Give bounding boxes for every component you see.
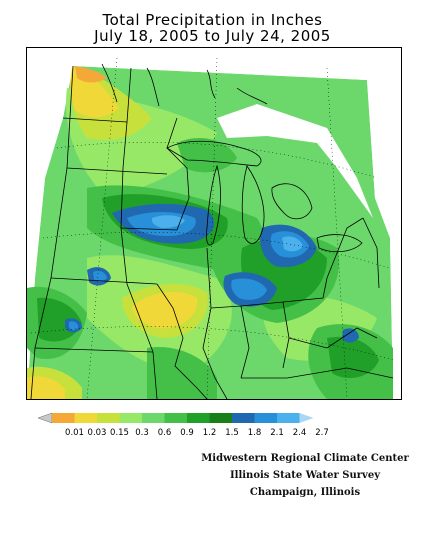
credits-block: Midwestern Regional Climate Center Illin… bbox=[200, 450, 410, 501]
out-of-domain-area bbox=[27, 48, 401, 399]
credit-survey: Illinois State Water Survey bbox=[229, 470, 381, 481]
legend-labels: 0.01 0.03 0.15 0.3 0.6 0.9 1.2 1.5 1.8 2.1 2.4 2.7 bbox=[65, 428, 329, 438]
state-boundaries bbox=[30, 65, 394, 399]
legend-tick-label: 0.15 bbox=[110, 428, 129, 438]
precipitation-map bbox=[26, 47, 402, 400]
precip-zone-1.5 bbox=[327, 336, 379, 379]
map-graticule bbox=[30, 57, 394, 399]
map-canvas bbox=[27, 48, 401, 399]
precip-zone-2.1 bbox=[93, 270, 107, 282]
legend-swatch bbox=[254, 413, 277, 423]
legend-swatch bbox=[52, 413, 75, 423]
precip-zone-2.1 bbox=[231, 278, 267, 300]
legend-tick-label: 0.9 bbox=[180, 428, 194, 438]
precip-zone-0.03 bbox=[27, 376, 65, 399]
legend-overflow-arrow bbox=[299, 413, 314, 423]
legend-swatch bbox=[119, 413, 142, 423]
legend-tick-label: 0.01 bbox=[65, 428, 84, 438]
out-of-domain-notch bbox=[217, 104, 373, 218]
great-lakes-outline bbox=[101, 63, 363, 253]
legend-swatch bbox=[74, 413, 97, 423]
legend-tick-label: 0.3 bbox=[135, 428, 149, 438]
legend-swatch bbox=[142, 413, 165, 423]
legend-underflow-arrow bbox=[38, 412, 53, 424]
legend-tick-label: 2.7 bbox=[315, 428, 329, 438]
credit-location: Champaign, Illinois bbox=[249, 487, 361, 498]
legend-tick-label: 2.4 bbox=[293, 428, 307, 438]
legend-swatch bbox=[232, 413, 255, 423]
map-title-line2: July 18, 2005 to July 24, 2005 bbox=[94, 27, 331, 45]
credit-organization: Midwestern Regional Climate Center bbox=[201, 453, 409, 464]
legend-swatch bbox=[164, 413, 187, 423]
legend-tick-label: 0.6 bbox=[158, 428, 172, 438]
legend-swatch bbox=[97, 413, 120, 423]
precipitation-legend: 0.01 0.03 0.15 0.3 0.6 0.9 1.2 1.5 1.8 2.1 2.4 2.7 bbox=[38, 412, 329, 438]
legend-tick-label: 1.2 bbox=[203, 428, 217, 438]
legend-swatch bbox=[277, 413, 300, 423]
precip-zone-2.1 bbox=[69, 321, 79, 331]
precip-zone-1.8 bbox=[342, 328, 359, 343]
legend-color-bar bbox=[38, 412, 314, 424]
precip-zone-1.2 bbox=[177, 138, 237, 173]
precip-zone-2.4 bbox=[151, 215, 185, 228]
legend-swatch bbox=[209, 413, 232, 423]
precip-zone-0.03 bbox=[132, 291, 198, 329]
precip-zone-0.01 bbox=[75, 66, 107, 83]
legend-tick-label: 0.03 bbox=[88, 428, 107, 438]
legend-tick-label: 1.8 bbox=[248, 428, 262, 438]
map-title-line1: Total Precipitation in Inches bbox=[102, 11, 323, 29]
legend-swatch bbox=[187, 413, 210, 423]
precip-zone-2.4 bbox=[282, 236, 303, 252]
legend-tick-label: 2.1 bbox=[270, 428, 284, 438]
legend-tick-label: 1.5 bbox=[225, 428, 239, 438]
